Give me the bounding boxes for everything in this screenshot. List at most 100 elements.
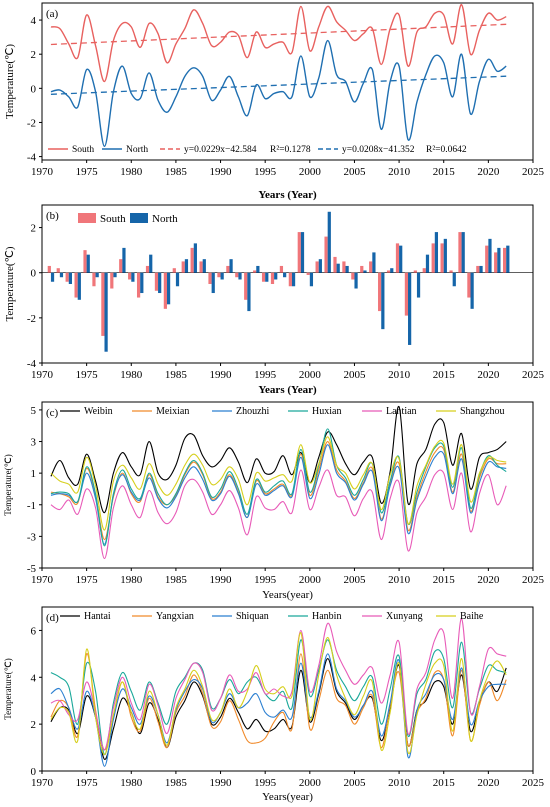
bar-north-1972 [59, 272, 64, 278]
x-tick-label: 1975 [76, 166, 99, 178]
bar-south-2022 [503, 247, 507, 273]
x-tick-label: 1995 [254, 777, 277, 789]
bar-south-1981 [136, 272, 141, 298]
bar-south-1999 [297, 232, 301, 273]
x-tick-label: 2025 [522, 574, 545, 586]
bar-south-1998 [288, 272, 292, 287]
bar-south-1995 [261, 272, 266, 282]
y-tick-label: 2 [31, 223, 37, 235]
bar-north-1997 [283, 272, 287, 278]
bar-north-1987 [193, 243, 197, 273]
x-tick-label: 1980 [120, 369, 143, 381]
bar-south-2005 [351, 272, 355, 280]
x-tick-label: 2005 [343, 166, 366, 178]
x-tick-label: 1985 [165, 166, 188, 178]
series-line-yangxian [50, 653, 507, 751]
bar-north-1979 [122, 247, 126, 273]
x-tick-label: 1980 [120, 777, 143, 789]
bar-south-1988 [199, 261, 203, 273]
x-tick-label: 1995 [254, 166, 277, 178]
legend-label: North [152, 213, 178, 225]
bar-south-1990 [217, 272, 221, 278]
bar-south-1982 [145, 265, 150, 273]
bar-north-1988 [202, 259, 206, 273]
bar-north-2007 [372, 252, 376, 273]
bar-north-1995 [265, 272, 269, 282]
x-tick-label: 2000 [299, 777, 322, 789]
bar-south-2008 [378, 272, 382, 312]
x-tick-label: 1995 [254, 574, 277, 586]
x-tick-label: 2020 [477, 369, 500, 381]
legend-label: South [72, 145, 94, 155]
plot-frame [41, 2, 534, 161]
series-line-hanbin [50, 639, 507, 756]
bar-north-1986 [184, 259, 189, 273]
panel-d: 1970 1975 1980 1985 1990 1995 2000 2005 2010 2015… [3, 606, 545, 803]
x-tick-label: 2000 [299, 369, 322, 381]
legend-label: Weibin [84, 406, 113, 417]
bar-north-2018 [470, 272, 474, 309]
y-tick-label: -2 [27, 313, 36, 325]
x-tick-label: 2010 [388, 369, 411, 381]
bar-south-2011 [404, 272, 409, 316]
bar-south-1980 [128, 272, 132, 280]
bar-south-1991 [226, 265, 230, 273]
bar-north-1989 [211, 272, 215, 294]
bar-south-2020 [485, 245, 489, 273]
bar-south-1971 [47, 265, 51, 273]
legend: South North [78, 213, 178, 225]
legend-swatch [78, 213, 96, 223]
bar-south-2006 [360, 265, 364, 273]
bar-south-2014 [431, 243, 435, 273]
x-tick-label: 1970 [31, 777, 54, 789]
bar-south-1997 [279, 265, 284, 273]
bar-south-1973 [65, 272, 69, 282]
bar-north-1976 [95, 272, 99, 278]
bar-north-1999 [300, 232, 305, 273]
y-tick-label: -2 [27, 117, 36, 129]
plot-frame [41, 606, 534, 772]
bar-south-1989 [208, 272, 212, 284]
bar-south-1984 [163, 272, 167, 309]
bar-south-2015 [440, 243, 444, 273]
bar-north-1981 [140, 272, 144, 294]
bar-north-2003 [336, 263, 340, 273]
bar-north-1971 [50, 272, 55, 282]
bar-south-1974 [74, 272, 78, 298]
legend: Weibin Meixian Zhouzhi Huxian Lantian Shangzh… [60, 406, 504, 417]
y-tick-label: 0 [31, 766, 37, 778]
plot-area [50, 406, 507, 560]
bar-north-1993 [247, 272, 251, 312]
bar-north-1998 [291, 272, 296, 287]
panel-b: 1970 1975 1980 1985 1990 1995 2000 2005 2010 2015… [4, 204, 545, 396]
y-axis-label: Temperature(℃) [4, 44, 16, 119]
bar-north-2011 [408, 272, 412, 345]
x-tick-label: 2015 [433, 369, 456, 381]
bar-north-1980 [131, 272, 135, 282]
bar-south-1986 [181, 261, 185, 273]
series-line-south [50, 4, 507, 83]
bar-north-2000 [309, 272, 314, 287]
legend-label: Baihe [460, 611, 484, 622]
x-tick-label: 2000 [299, 574, 322, 586]
series-line-baihe [50, 632, 507, 756]
bar-north-1996 [274, 272, 278, 280]
x-tick-label: 1985 [165, 574, 188, 586]
bar-north-1975 [86, 254, 90, 273]
bar-north-2021 [497, 247, 501, 273]
x-tick-label: 2015 [433, 574, 456, 586]
legend-label: Yangxian [156, 611, 194, 622]
plot-frame [41, 401, 534, 569]
bar-south-1994 [253, 270, 257, 273]
y-tick-label: 6 [31, 625, 37, 637]
bar-north-2017 [461, 232, 465, 273]
series-line-xunyang [50, 618, 507, 751]
bar-south-2007 [369, 261, 373, 273]
y-tick-label: 2 [31, 719, 37, 731]
x-tick-label: 1970 [31, 574, 54, 586]
y-tick-label: 4 [31, 15, 37, 27]
x-tick-label: 2025 [522, 777, 545, 789]
bar-north-1984 [166, 272, 171, 305]
bar-south-1975 [83, 250, 87, 273]
